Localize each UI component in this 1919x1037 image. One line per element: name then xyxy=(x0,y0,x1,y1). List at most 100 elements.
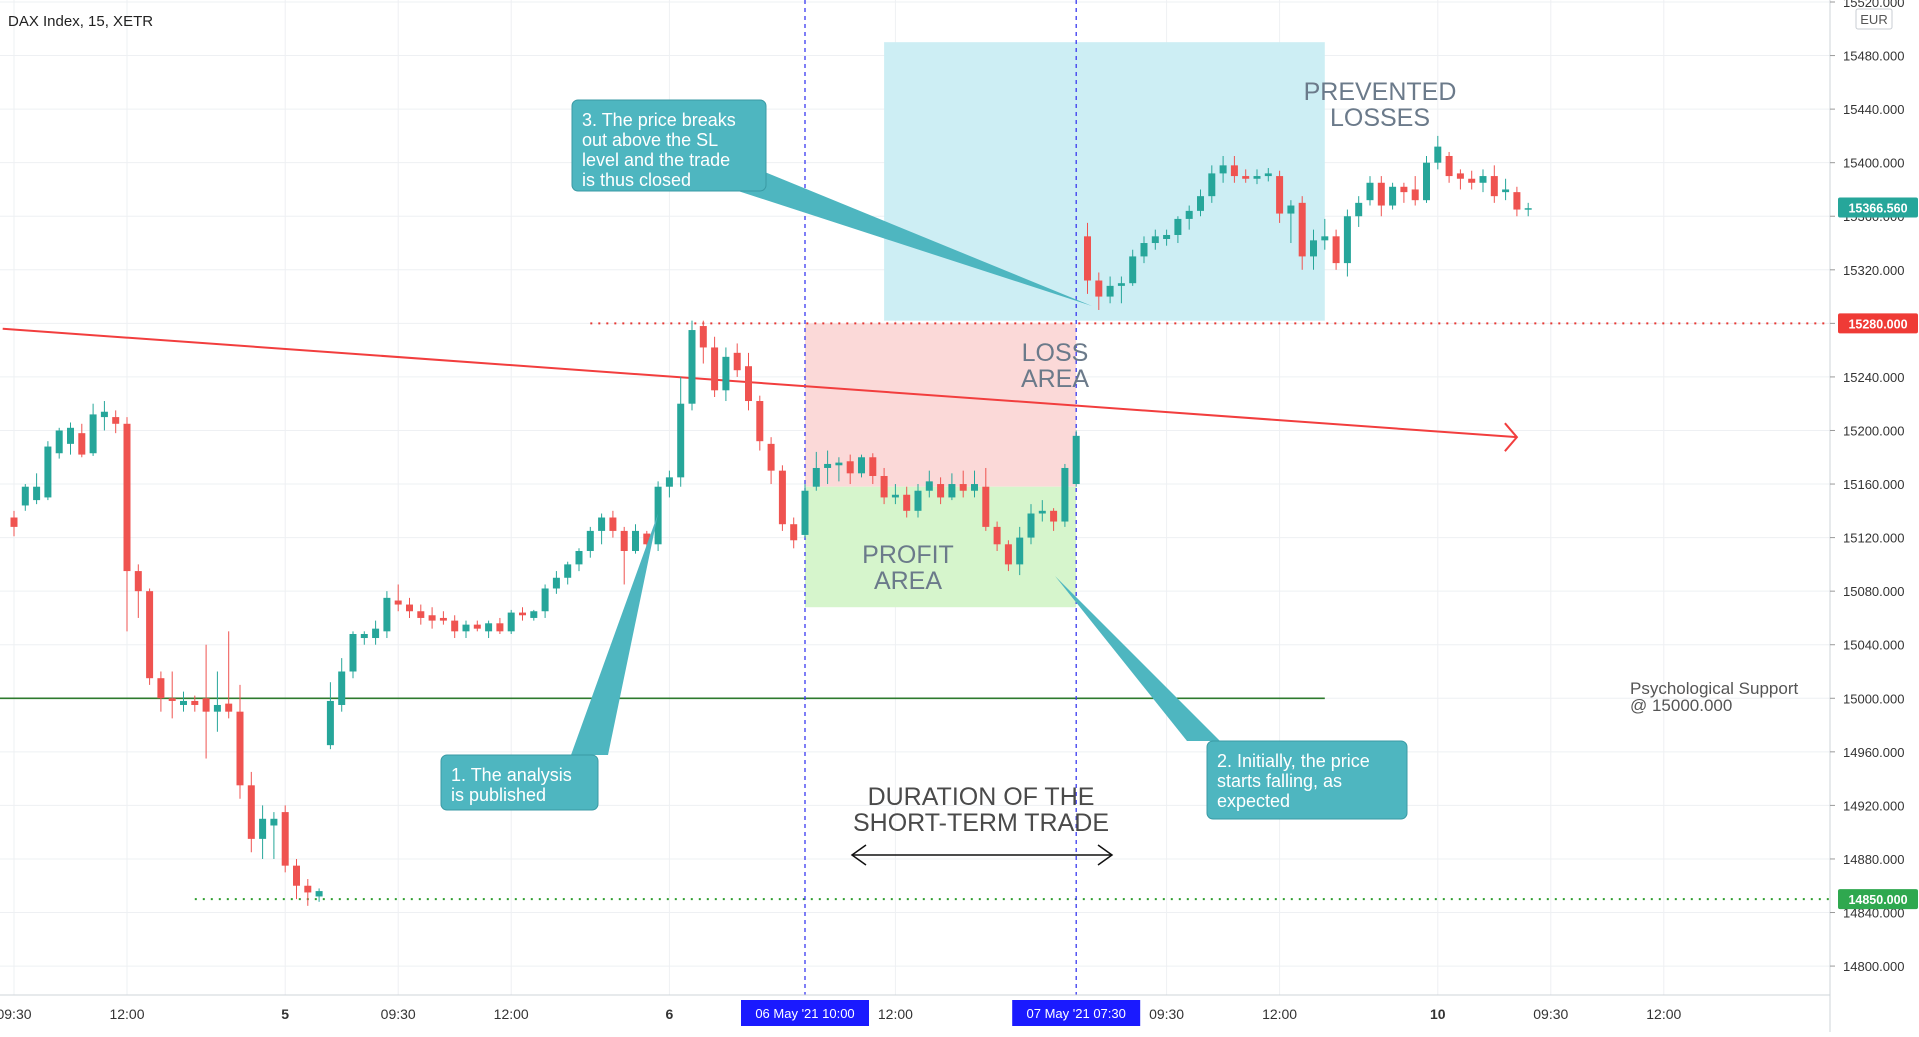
candle-body xyxy=(937,484,945,498)
bear-candle xyxy=(496,617,504,635)
duration-label: DURATION OF THE xyxy=(868,783,1095,811)
bear-candle xyxy=(225,631,233,719)
bull-candle xyxy=(462,620,470,639)
bear-candle xyxy=(699,320,707,364)
bear-candle xyxy=(202,644,210,759)
candle-body xyxy=(1355,202,1363,217)
loss-area-label: AREA xyxy=(1021,365,1089,393)
bull-candle xyxy=(55,427,63,459)
candle-body xyxy=(699,326,707,348)
callout-breakout-text: 3. The price breaks xyxy=(582,110,736,130)
bear-candle xyxy=(1411,176,1419,206)
candle-body xyxy=(112,417,120,424)
bull-candle xyxy=(1355,196,1363,227)
bull-candle xyxy=(858,454,865,478)
candle-body xyxy=(1106,285,1114,297)
time-tick-label: 10 xyxy=(1430,1006,1446,1022)
candle-body xyxy=(213,704,221,712)
candle-body xyxy=(191,700,199,705)
candle-body xyxy=(530,611,538,618)
bear-candle xyxy=(790,517,798,549)
candle-body xyxy=(925,481,933,491)
candle-body xyxy=(948,484,956,498)
bear-candle xyxy=(473,620,481,632)
chart-title: DAX Index, 15, XETR xyxy=(8,13,153,30)
bull-candle xyxy=(1321,218,1329,250)
time-tick-label: 12:00 xyxy=(878,1006,913,1022)
bull-candle xyxy=(180,691,187,712)
bear-candle xyxy=(406,597,413,618)
bull-candle xyxy=(1027,504,1035,545)
candle-body xyxy=(247,785,255,839)
bear-candle xyxy=(880,467,888,505)
price-tick-label: 15040.000 xyxy=(1843,638,1904,653)
callout-analysis-text: is published xyxy=(451,785,546,805)
candle-body xyxy=(326,700,334,746)
bull-candle xyxy=(552,571,560,594)
price-tick-label: 15120.000 xyxy=(1843,531,1904,546)
bull-candle xyxy=(632,524,639,554)
candle-body xyxy=(1004,544,1012,565)
bull-candle xyxy=(891,484,899,505)
bull-candle xyxy=(349,631,357,679)
candle-body xyxy=(89,414,97,454)
bull-candle xyxy=(1434,135,1442,170)
price-tick-label: 15480.000 xyxy=(1843,49,1904,64)
bull-candle xyxy=(575,548,583,572)
candle-body xyxy=(824,463,832,468)
time-tick-label: 12:00 xyxy=(1262,1006,1297,1022)
candle-body xyxy=(891,494,899,498)
price-tag-last xyxy=(1838,197,1918,218)
support-label: @ 15000.000 xyxy=(1630,696,1732,715)
price-tick-label: 15000.000 xyxy=(1843,691,1904,706)
callout-breakout-box xyxy=(571,99,767,192)
bull-candle xyxy=(1151,229,1159,250)
bear-candle xyxy=(439,611,447,625)
candle-body xyxy=(134,571,142,592)
candle-body xyxy=(462,624,470,632)
candle-body xyxy=(100,411,108,418)
bear-candle xyxy=(10,510,18,537)
bear-candle xyxy=(78,423,86,458)
candle-body xyxy=(1219,165,1227,174)
candle-body xyxy=(1456,173,1464,179)
time-tick-label: 12:00 xyxy=(109,1006,144,1022)
candle-body xyxy=(360,634,368,639)
bear-candle xyxy=(247,771,255,853)
price-tick-label: 15080.000 xyxy=(1843,584,1904,599)
candle-body xyxy=(767,443,775,471)
bull-candle xyxy=(688,320,696,411)
price-tick-label: 15320.000 xyxy=(1843,263,1904,278)
bull-candle xyxy=(541,584,549,618)
price-tick-label: 14920.000 xyxy=(1843,798,1904,813)
candle-body xyxy=(665,477,673,487)
bull-candle xyxy=(1140,236,1148,264)
bear-candle xyxy=(112,410,120,434)
candle-body xyxy=(1230,165,1238,177)
price-tick-label: 14960.000 xyxy=(1843,745,1904,760)
bull-candle xyxy=(372,620,380,645)
bear-candle xyxy=(1468,170,1476,190)
price-tick-label: 15520.000 xyxy=(1843,0,1904,10)
candle-body xyxy=(44,446,52,498)
bull-candle xyxy=(677,376,685,487)
price-tick-label: 15400.000 xyxy=(1843,156,1904,171)
profit-area-label: AREA xyxy=(874,567,942,595)
bull-candle xyxy=(1423,155,1430,203)
bull-candle xyxy=(1264,168,1272,182)
callout-initial-fall-text: expected xyxy=(1217,791,1290,811)
bull-candle xyxy=(1219,155,1227,183)
candle-body xyxy=(1502,189,1510,193)
candle-body xyxy=(1095,280,1103,297)
bull-candle xyxy=(1117,276,1125,304)
bull-candle xyxy=(1310,229,1317,270)
bear-candle xyxy=(1230,155,1238,183)
candle-body xyxy=(1197,196,1204,211)
bear-candle xyxy=(1490,165,1498,203)
bear-candle xyxy=(428,607,436,629)
candle-body xyxy=(1366,182,1374,201)
